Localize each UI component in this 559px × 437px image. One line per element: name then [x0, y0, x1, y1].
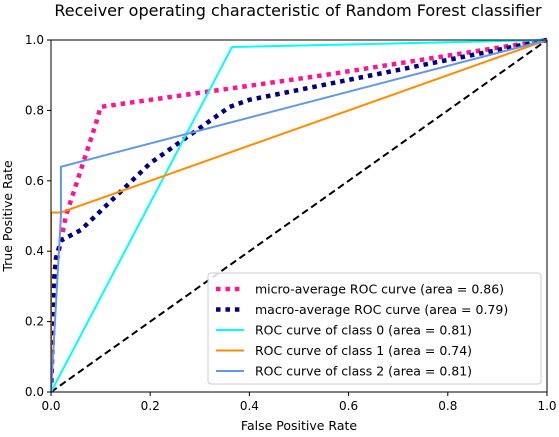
legend-label-0: micro-average ROC curve (area = 0.86) [255, 282, 504, 297]
legend-label-3: ROC curve of class 1 (area = 0.74) [255, 343, 472, 358]
x-axis-label: False Positive Rate [241, 418, 357, 432]
x-tick-label: 0.0 [41, 399, 60, 413]
legend-label-2: ROC curve of class 0 (area = 0.81) [255, 323, 472, 338]
x-tick-label: 0.6 [339, 399, 358, 413]
x-tick-label: 1.0 [537, 399, 556, 413]
series-line-3 [51, 39, 548, 392]
chart-title: Receiver operating characteristic of Ran… [54, 1, 542, 20]
y-tick-label: 0.8 [25, 103, 44, 117]
y-axis-label: True Positive Rate [0, 160, 15, 273]
legend: micro-average ROC curve (area = 0.86) mac… [207, 272, 542, 385]
y-tick-label: 0.6 [25, 174, 44, 188]
x-tick-label: 0.4 [240, 399, 259, 413]
y-tick-label: 0.4 [25, 244, 44, 258]
y-tick-label: 1.0 [25, 33, 44, 47]
plot-frame [50, 39, 548, 393]
legend-box [207, 272, 542, 385]
series-line-4 [51, 39, 548, 393]
y-axis-ticks: 0.0 0.2 0.4 0.6 0.8 1.0 [25, 33, 51, 399]
x-tick-label: 0.2 [141, 399, 160, 413]
y-tick-label: 0.0 [25, 385, 44, 399]
curves-layer [51, 37, 548, 393]
legend-label-1: macro-average ROC curve (area = 0.79) [255, 302, 508, 317]
x-axis-ticks: 0.0 0.2 0.4 0.6 0.8 1.0 [41, 392, 557, 413]
y-tick-label: 0.2 [25, 315, 44, 329]
series-line-1 [51, 37, 548, 393]
reference-diagonal-line [51, 39, 548, 393]
series-line-2 [51, 39, 548, 393]
legend-label-4: ROC curve of class 2 (area = 0.81) [255, 364, 472, 379]
x-tick-label: 0.8 [438, 399, 457, 413]
